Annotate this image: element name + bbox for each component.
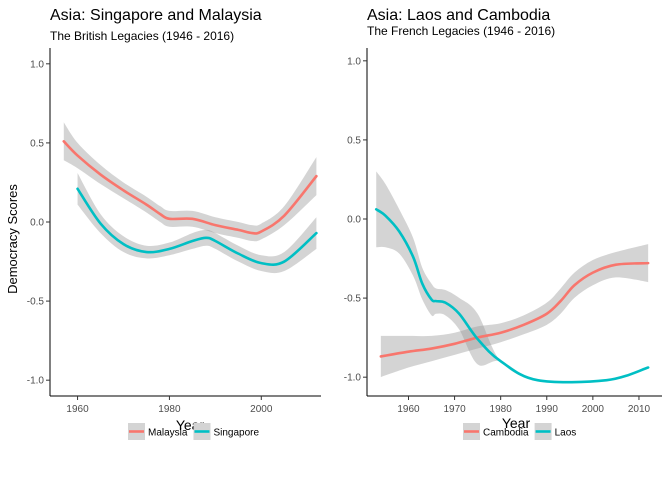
y-tick-label: 0.5 [347, 135, 361, 146]
y-tick-label: 1.0 [30, 59, 44, 70]
chart-title: Asia: Laos and Cambodia [367, 7, 550, 24]
x-tick-label: 2010 [628, 404, 651, 415]
x-tick-label: 1990 [536, 404, 559, 415]
legend-label-laos: Laos [555, 428, 577, 439]
x-tick-label: 1980 [158, 404, 181, 415]
y-tick-label: -0.5 [27, 297, 45, 308]
y-tick-label: 0.0 [347, 215, 361, 226]
x-axis-label: Year [502, 415, 531, 431]
chart-subtitle: The French Legacies (1946 - 2016) [367, 24, 555, 38]
legend-label-malaysia: Malaysia [148, 428, 188, 439]
y-tick-label: -0.5 [344, 294, 362, 305]
chart-singapore-malaysia: Asia: Singapore and Malaysia The British… [5, 7, 321, 440]
y-tick-label: 1.0 [347, 56, 361, 67]
y-tick-label: 0.0 [30, 218, 44, 229]
legend-label-singapore: Singapore [213, 428, 259, 439]
chart-subtitle: The British Legacies (1946 - 2016) [50, 29, 234, 43]
y-tick-label: -1.0 [344, 373, 362, 384]
legend-label-cambodia: Cambodia [483, 428, 529, 439]
chart-laos-cambodia: Asia: Laos and Cambodia The French Legac… [344, 7, 662, 440]
x-tick-label: 2000 [582, 404, 605, 415]
chart-title: Asia: Singapore and Malaysia [50, 7, 262, 24]
series-line-singapore [76, 187, 318, 267]
y-tick-label: -1.0 [27, 376, 45, 387]
x-tick-label: 1970 [443, 404, 466, 415]
series-line-cambodia [379, 261, 650, 358]
confidence-band-singapore [77, 172, 317, 274]
x-tick-label: 1960 [66, 404, 89, 415]
series-line-laos [374, 208, 650, 384]
x-tick-label: 2000 [250, 404, 273, 415]
y-axis-label: Democracy Scores [5, 184, 20, 294]
x-tick-label: 1980 [490, 404, 513, 415]
y-tick-label: 0.5 [30, 138, 44, 149]
x-tick-label: 1960 [397, 404, 420, 415]
series-line-malaysia [62, 140, 318, 235]
confidence-band-cambodia [380, 244, 649, 378]
